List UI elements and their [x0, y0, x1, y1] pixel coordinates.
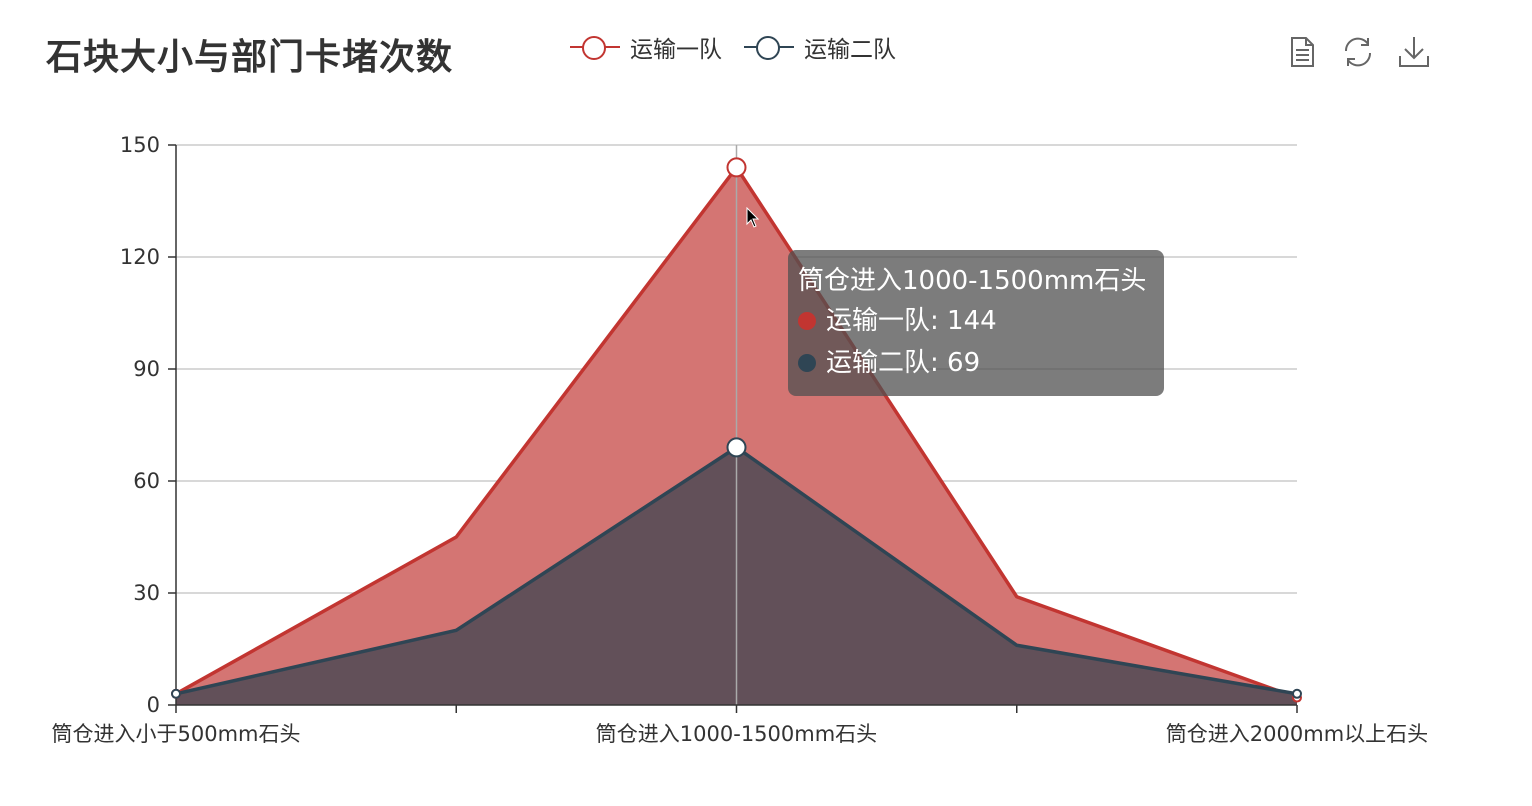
- legend-label-series-1: 运输一队: [630, 37, 722, 63]
- tooltip-row-series-2: 运输二队: 69: [798, 342, 1154, 384]
- series-points: [171, 157, 1302, 703]
- data-point-series-1: [726, 157, 747, 178]
- x-tick-label: 筒仓进入2000mm以上石头: [1166, 722, 1428, 746]
- chart-title: 石块大小与部门卡堵次数: [46, 37, 454, 78]
- y-tick-label: 120: [120, 245, 160, 269]
- data-point-series-2: [726, 437, 747, 458]
- toolbox: [1284, 34, 1432, 70]
- save-as-image-icon: [1399, 37, 1429, 67]
- data-view-button[interactable]: [1284, 34, 1320, 70]
- mouse-cursor-icon: [746, 207, 760, 228]
- axes: 0 30 60 90 120 150 筒仓进入小于500mm石头 筒仓进入1000-1500m…: [52, 133, 1429, 746]
- tooltip-value-series-2: 运输二队: 69: [826, 348, 981, 378]
- legend-label-series-2: 运输二队: [804, 37, 896, 63]
- y-tick-label: 150: [120, 133, 160, 157]
- y-tick-label: 30: [133, 581, 160, 605]
- restore-icon: [1344, 37, 1372, 67]
- x-tick-label: 筒仓进入1000-1500mm石头: [596, 722, 877, 746]
- data-point-series-2: [171, 688, 181, 699]
- legend-symbol-series-1: [570, 35, 620, 60]
- data-view-icon: [1291, 37, 1314, 67]
- data-point-series-2: [1292, 688, 1302, 699]
- tooltip-value-series-1: 运输一队: 144: [826, 306, 997, 336]
- y-tick-label: 0: [147, 693, 160, 717]
- x-tick-label: 筒仓进入小于500mm石头: [52, 722, 301, 746]
- y-tick-label: 60: [133, 469, 160, 493]
- tooltip: 筒仓进入1000-1500mm石头 运输一队: 144 运输二队: 69: [788, 250, 1164, 396]
- tooltip-title: 筒仓进入1000-1500mm石头: [798, 266, 1147, 296]
- legend: 运输一队 运输二队: [570, 30, 896, 64]
- tooltip-marker-series-1: [798, 312, 816, 330]
- tooltip-marker-series-2: [798, 354, 816, 372]
- restore-button[interactable]: [1340, 34, 1376, 70]
- save-as-image-button[interactable]: [1396, 34, 1432, 70]
- y-tick-label: 90: [133, 357, 160, 381]
- legend-symbol-series-2: [744, 35, 794, 60]
- legend-item-series-2[interactable]: 运输二队: [744, 30, 896, 64]
- legend-item-series-1[interactable]: 运输一队: [570, 30, 722, 64]
- tooltip-row-series-1: 运输一队: 144: [798, 300, 1154, 342]
